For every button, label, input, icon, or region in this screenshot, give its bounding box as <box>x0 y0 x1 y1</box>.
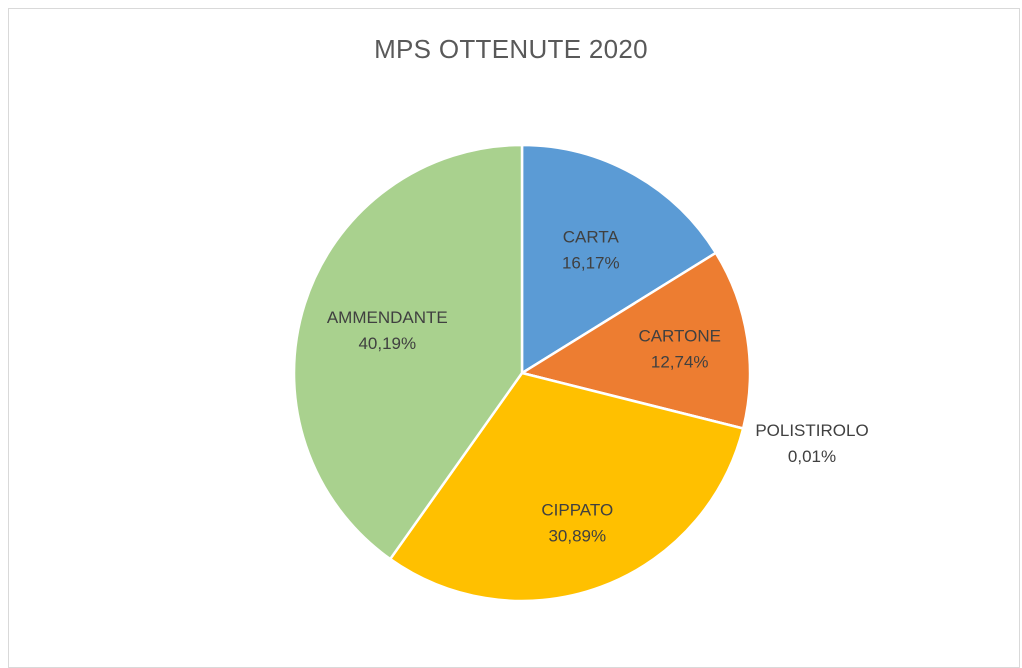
data-label-cartone-value: 12,74% <box>651 352 709 371</box>
pie-slice-cippato <box>388 371 745 603</box>
data-label-cippato-category: CIPPATO <box>541 501 613 520</box>
data-label-cartone-category: CARTONE <box>638 326 721 345</box>
pie-slice-carta <box>520 143 718 375</box>
pie-labels: CARTA 16,17% CARTONE 12,74% POLISTIROLO 0,01%… <box>327 228 869 546</box>
pie-slices <box>292 143 752 603</box>
data-label-polistirolo-category: POLISTIROLO <box>755 421 868 440</box>
pie-slice-ammendante <box>292 143 524 561</box>
data-label-carta-category: CARTA <box>563 228 620 247</box>
data-label-ammendante-category: AMMENDANTE <box>327 308 448 327</box>
pie-slice-cartone <box>520 251 752 430</box>
chart-title: MPS OTTENUTE 2020 <box>374 34 648 64</box>
data-label-cippato-value: 30,89% <box>548 527 606 546</box>
data-label-ammendante-value: 40,19% <box>358 334 416 353</box>
data-label-carta-value: 16,17% <box>562 254 620 273</box>
data-label-polistirolo-value: 0,01% <box>788 447 836 466</box>
